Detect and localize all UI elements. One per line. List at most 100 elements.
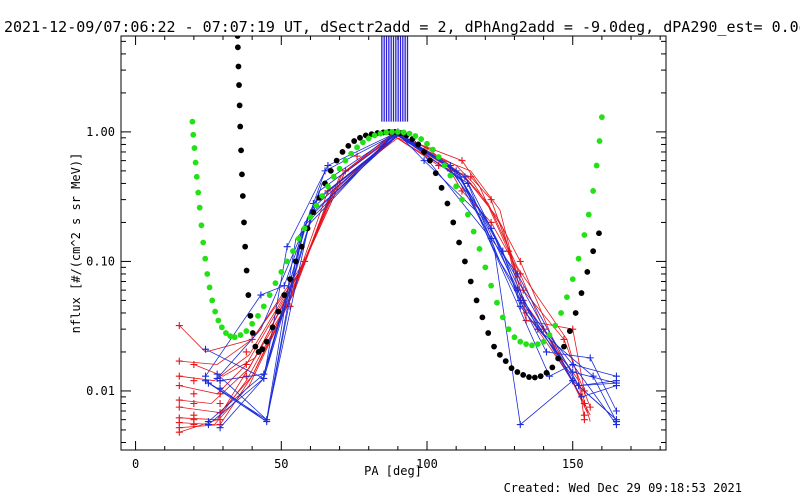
series-3-dot-17 (227, 333, 234, 340)
series-3-dot-6 (196, 204, 203, 211)
series-1-line-7 (216, 134, 399, 379)
series-3-dot-37 (342, 157, 349, 164)
series-3-dot-42 (371, 132, 378, 139)
series-1-line-14 (394, 133, 617, 398)
series-2-dot-48 (438, 184, 445, 191)
series-1-marker-42 (575, 382, 583, 390)
series-2-dot-0 (234, 36, 241, 39)
y-tick-label-0: 0.01 (86, 384, 115, 398)
series-2-dot-63 (526, 374, 532, 380)
x-tick-label-1: 50 (274, 457, 288, 471)
series-2-dot-64 (531, 374, 538, 381)
series-1-marker-30 (499, 247, 507, 255)
series-2-dot-71 (572, 310, 579, 316)
series-3-dot-55 (447, 172, 454, 179)
series-1-line-20 (397, 132, 617, 420)
series-2-dot-1 (234, 44, 241, 51)
series-2-dot-44 (415, 141, 422, 148)
series-3-dot-52 (429, 146, 436, 153)
series-2-dot-10 (242, 243, 249, 250)
series-0-marker-54 (580, 399, 588, 407)
series-3-dot-49 (412, 133, 419, 139)
series-2-dot-61 (514, 369, 521, 375)
series-1-marker-33 (516, 296, 524, 304)
series-3-dot-82 (596, 138, 603, 144)
series-3-dot-31 (307, 214, 314, 220)
series-0-marker-10 (190, 361, 198, 369)
series-1-marker-11 (257, 291, 265, 299)
series-2-dot-46 (427, 157, 433, 164)
series-3-dot-35 (330, 173, 337, 180)
series-3-dot-80 (590, 188, 597, 194)
series-1-marker-34 (516, 302, 524, 310)
series-2-dot-67 (549, 364, 556, 371)
series-2-dot-26 (310, 209, 317, 216)
series-1-marker-19 (321, 167, 329, 175)
series-1-marker-43 (577, 393, 585, 401)
series-2-dot-14 (249, 330, 256, 336)
series-1-marker-24 (446, 162, 454, 170)
series-2-dot-29 (327, 167, 334, 174)
series-1-marker-44 (586, 354, 594, 362)
series-2-dot-32 (345, 142, 352, 149)
series-1-marker-25 (452, 167, 460, 175)
series-1-line-15 (397, 133, 617, 412)
series-3-dot-19 (237, 332, 244, 338)
series-1-marker-16 (280, 282, 288, 290)
series-2-dot-69 (561, 343, 567, 350)
series-1-line-9 (219, 133, 396, 423)
series-2-dot-55 (479, 314, 486, 321)
series-0-line-17 (397, 135, 591, 422)
series-2-dot-2 (235, 63, 242, 70)
series-2-dot-73 (584, 269, 591, 275)
series-0-marker-4 (175, 396, 183, 404)
series-1-marker-40 (569, 368, 577, 376)
series-3-dot-34 (325, 183, 331, 190)
series-2-dot-74 (590, 248, 597, 255)
series-3-dot-59 (470, 228, 477, 235)
series-0-marker-13 (190, 399, 198, 407)
series-3-dot-36 (336, 165, 343, 172)
series-2-dot-56 (485, 330, 492, 336)
series-1-line-10 (219, 132, 399, 428)
series-3-dot-8 (200, 239, 207, 246)
series-3-dot-18 (231, 334, 238, 341)
series-1-line-11 (397, 131, 617, 377)
series-1-marker-36 (534, 325, 542, 333)
series-0-line-13 (397, 137, 591, 416)
series-3-dot-5 (195, 189, 202, 196)
series-3-dot-48 (406, 130, 413, 137)
y-tick-label-1: 0.10 (86, 254, 115, 268)
series-2-dot-7 (239, 171, 245, 178)
series-3-dot-69 (529, 342, 535, 349)
series-3-dot-74 (558, 310, 564, 316)
series-0-marker-23 (242, 348, 250, 356)
series-1-marker-31 (513, 270, 521, 278)
x-tick-label-2: 100 (416, 457, 438, 471)
series-2-dot-59 (502, 358, 509, 364)
series-3-dot-2 (191, 145, 198, 151)
series-3-dot-44 (383, 129, 390, 136)
series-3-dot-38 (348, 150, 355, 157)
series-2-dot-54 (473, 297, 480, 304)
series-3-dot-30 (301, 225, 308, 232)
series-0-marker-11 (190, 377, 198, 385)
series-1-marker-45 (589, 372, 597, 380)
series-1-marker-15 (263, 418, 271, 426)
series-0-marker-16 (190, 421, 198, 429)
series-3-dot-23 (260, 303, 267, 310)
series-2-dot-50 (450, 219, 457, 226)
series-3-dot-24 (266, 292, 273, 298)
series-3-dot-76 (569, 276, 576, 283)
series-3-dot-75 (564, 294, 570, 301)
series-2-dot-62 (520, 372, 527, 378)
series-3-dot-26 (278, 269, 285, 275)
series-1-marker-9 (216, 384, 224, 392)
series-1-line-2 (205, 134, 399, 421)
series-2-dot-4 (236, 102, 243, 109)
series-2-dot-31 (339, 149, 346, 155)
series-2-dot-5 (237, 123, 244, 130)
series-1-line-3 (208, 133, 396, 423)
series-3-dot-16 (223, 330, 229, 336)
series-3-dot-0 (189, 118, 196, 125)
